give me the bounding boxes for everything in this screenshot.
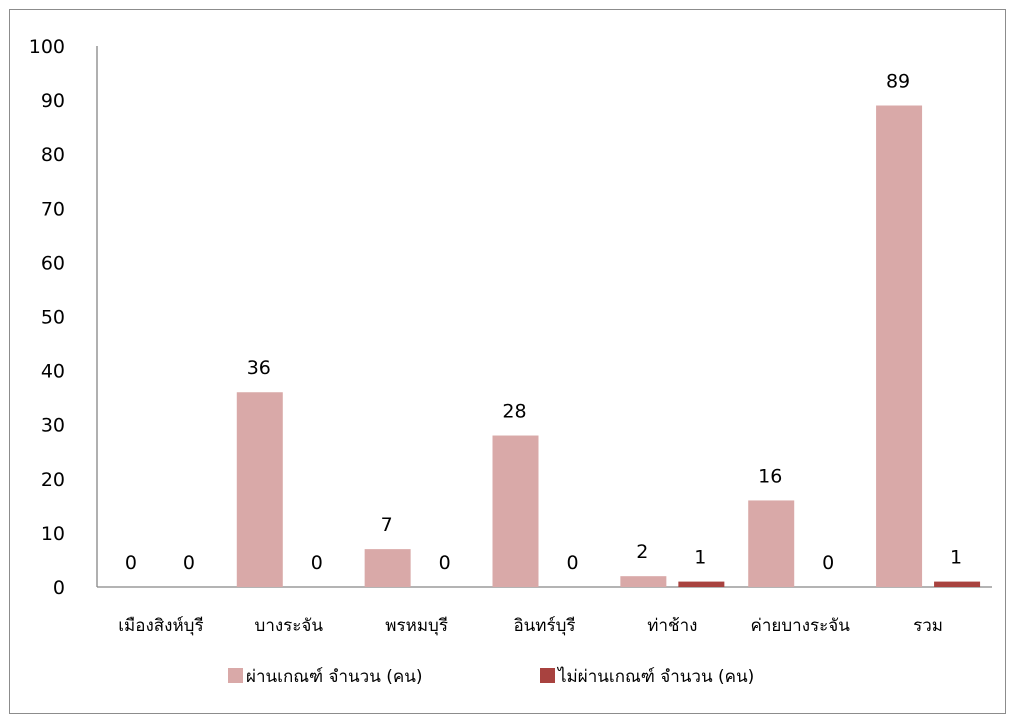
data-label: 0: [439, 552, 451, 574]
data-label: 7: [381, 514, 393, 536]
data-label: 0: [822, 552, 834, 574]
y-tick-label: 30: [41, 415, 65, 437]
legend-label: ผ่านเกณฑ์ จำนวน (คน): [246, 667, 422, 687]
y-tick-label: 80: [41, 144, 65, 166]
bar-pass: [237, 392, 283, 587]
y-tick-label: 70: [41, 198, 65, 220]
bar-pass: [620, 576, 666, 587]
x-tick-label: พรหมบุรี: [385, 616, 448, 636]
x-tick-label: อินทร์บุรี: [513, 616, 575, 636]
legend-swatch-fail: [540, 668, 555, 683]
y-tick-label: 90: [41, 90, 65, 112]
data-label: 0: [125, 552, 137, 574]
data-label: 16: [758, 465, 782, 487]
data-label: 89: [886, 71, 910, 93]
x-tick-label: ค่ายบางระจัน: [751, 616, 851, 636]
x-tick-label: เมืองสิงห์บุรี: [118, 616, 203, 636]
y-tick-label: 60: [41, 252, 65, 274]
x-tick-label: ท่าช้าง: [647, 616, 697, 636]
x-tick-label: รวม: [913, 616, 943, 636]
legend-swatch-pass: [228, 668, 243, 683]
x-tick-label: บางระจัน: [255, 616, 324, 636]
data-label: 0: [566, 552, 578, 574]
data-label: 0: [311, 552, 323, 574]
data-label: 28: [502, 401, 526, 423]
y-tick-label: 100: [29, 36, 65, 58]
y-tick-label: 10: [41, 523, 65, 545]
y-tick-label: 50: [41, 307, 65, 329]
data-label: 0: [183, 552, 195, 574]
legend-label: ไม่ผ่านเกณฑ์ จำนวน (คน): [556, 666, 754, 687]
data-label: 1: [694, 547, 706, 569]
bar-pass: [493, 436, 539, 587]
bar-pass: [365, 549, 411, 587]
y-tick-label: 0: [53, 577, 65, 599]
bar-fail: [934, 582, 980, 587]
data-label: 2: [636, 541, 648, 563]
y-tick-label: 20: [41, 469, 65, 491]
bar-pass: [876, 106, 922, 587]
data-label: 1: [950, 547, 962, 569]
bar-pass: [748, 500, 794, 587]
y-tick-label: 40: [41, 361, 65, 383]
data-label: 36: [247, 357, 271, 379]
bar-fail: [678, 582, 724, 587]
